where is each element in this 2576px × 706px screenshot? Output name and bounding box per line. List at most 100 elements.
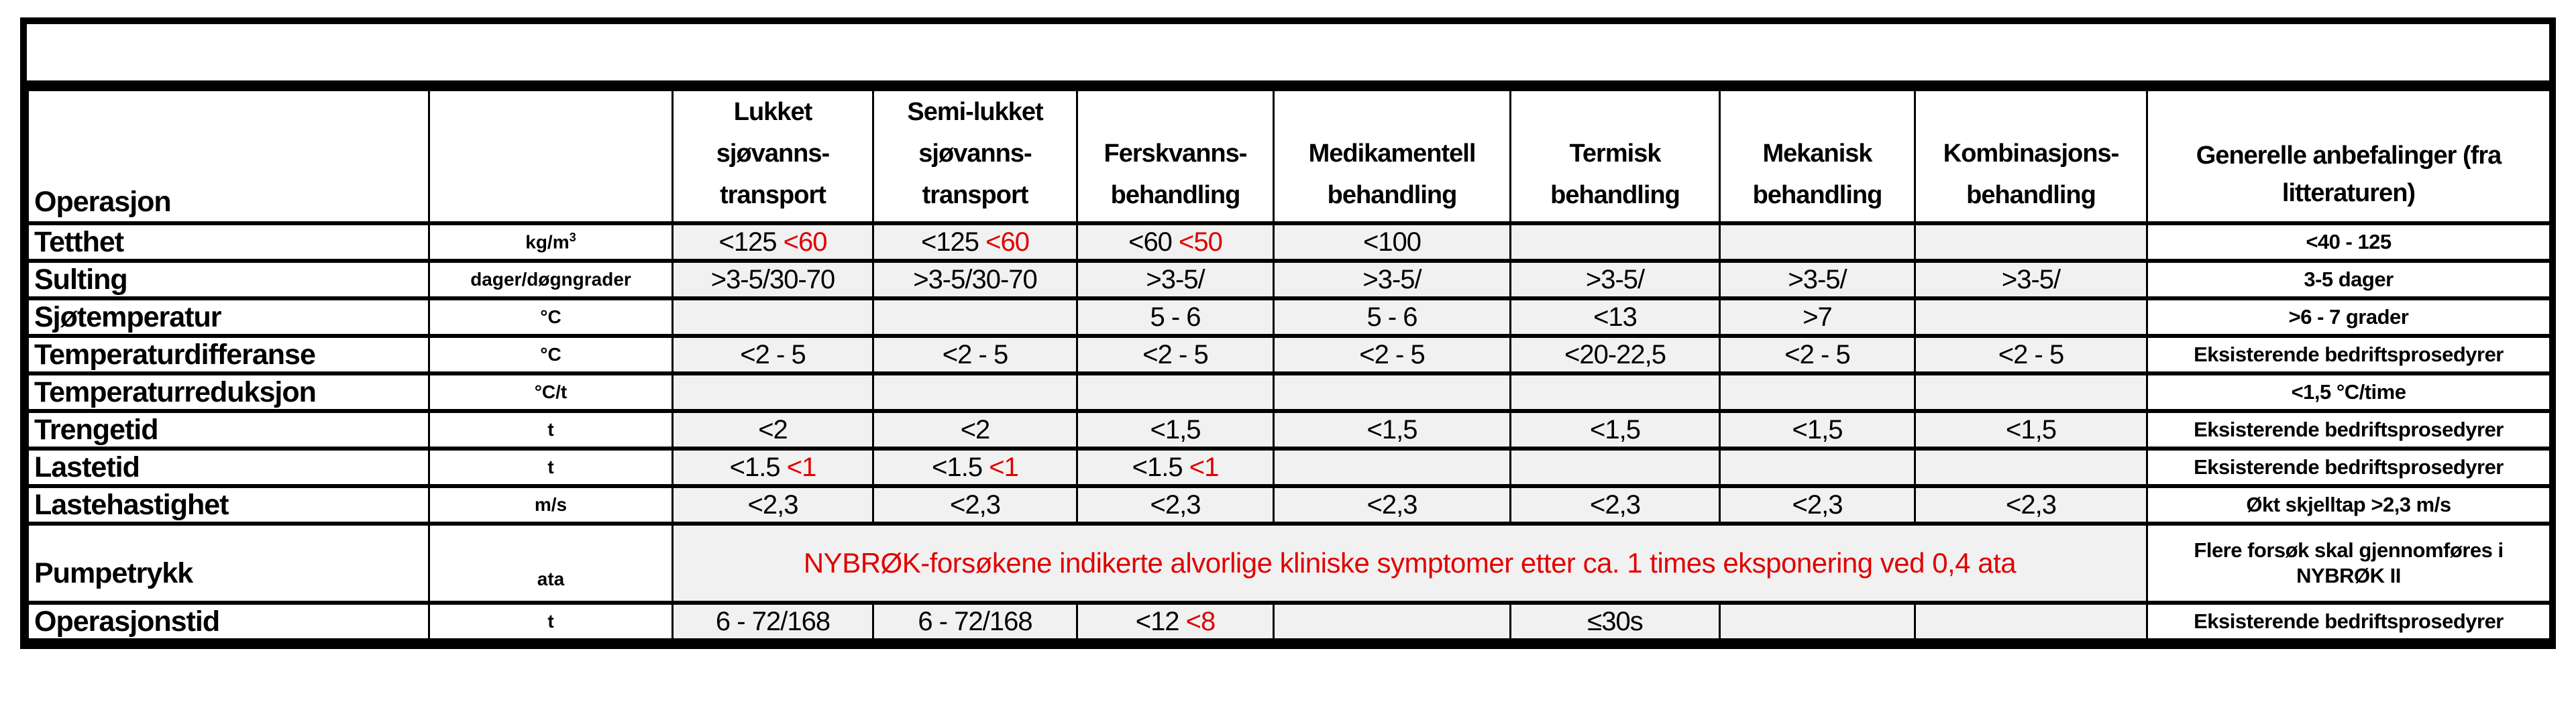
header-row: Operasjon Lukket sjøvanns- transport Sem… [27,87,2551,225]
value-cell: >7 [1719,296,1916,338]
value-cell: >3-5/30-70 [672,259,874,300]
value-text: <2,3 [1590,489,1641,520]
unit-cell: t [428,409,674,451]
value-text: 6 - 72/168 [715,606,830,636]
value-cell [1273,371,1511,413]
general-recommendation-cell: Eksisterende bedriftsprosedyrer [2146,334,2551,375]
value-text: <2,3 [950,489,1001,520]
value-cell: <2,3 [1719,484,1916,526]
value-cell [672,296,874,338]
value-text: >3-5/ [1146,264,1205,294]
general-recommendation-cell: <40 - 125 [2146,221,2551,263]
value-cell: 6 - 72/168 [672,601,874,642]
highlighted-value: <8 [1185,606,1216,636]
general-recommendation-cell: Eksisterende bedriftsprosedyrer [2146,447,2551,488]
table-row: Operasjonstid t 6 - 72/168 6 - 72/168 <12 <8… [27,601,2551,642]
value-text: <1,5 [1150,414,1201,445]
value-text: >3-5/30-70 [710,264,836,294]
value-text: 5 - 6 [1150,302,1201,332]
title-box [27,24,2549,87]
value-text: <2 - 5 [1142,339,1208,369]
table-row: Lastetid t <1.5 <1 <1.5 <1 <1.5 <1 Eksisteren… [27,447,2551,488]
value-text: 5 - 6 [1366,302,1417,332]
value-cell: >3-5/ [1914,259,2148,300]
value-cell: <2 - 5 [872,334,1078,375]
value-text: <2,3 [2006,489,2057,520]
value-cell: <2,3 [672,484,874,526]
value-cell: <60 <50 [1076,221,1275,263]
general-recommendation-cell: Flere forsøk skal gjennomføres i NYBRØK … [2146,522,2551,605]
value-cell: <1,5 [1273,409,1511,451]
column-header-operation: Operasjon [27,87,430,225]
value-cell: >3-5/30-70 [872,259,1078,300]
value-cell: ≤30s [1509,601,1721,642]
general-recommendation-cell: Eksisterende bedriftsprosedyrer [2146,601,2551,642]
unit-cell: m/s [428,484,674,526]
value-cell [1509,221,1721,263]
value-cell [1273,447,1511,488]
value-cell: <2,3 [1273,484,1511,526]
value-text: <1,5 [1792,414,1843,445]
value-cell: >3-5/ [1719,259,1916,300]
general-recommendation-cell: >6 - 7 grader [2146,296,2551,338]
value-text: <1,5 [2006,414,2057,445]
value-cell: <1,5 [1914,409,2148,451]
unit-cell: ata [428,522,674,605]
value-cell [1719,221,1916,263]
column-header-ferskvanns: Ferskvanns- behandling [1076,87,1275,225]
merged-warning-cell: NYBRØK-forsøkene indikerte alvorlige kli… [672,522,2148,605]
value-text: <2,3 [747,489,799,520]
value-cell: <2 - 5 [672,334,874,375]
value-cell: <125 <60 [672,221,874,263]
value-cell: <2 - 5 [1076,334,1275,375]
column-header-medikamentell: Medikamentell behandling [1273,87,1511,225]
table-row: Pumpetrykk ata NYBRØK-forsøkene indikerte … [27,522,2551,605]
value-cell: <2,3 [1509,484,1721,526]
row-label: Lastehastighet [27,484,430,526]
value-text: <1,5 [1590,414,1641,445]
general-recommendation-cell: <1,5 °C/time [2146,371,2551,413]
value-cell: <1.5 <1 [672,447,874,488]
table-row: Trengetid t <2 <2 <1,5 <1,5 <1,5 <1,5 <1,5 Eksist… [27,409,2551,451]
table-row: Temperaturdifferanse °C <2 - 5 <2 - 5 <2 - 5… [27,334,2551,375]
unit-cell: t [428,601,674,642]
value-cell: <125 <60 [872,221,1078,263]
value-text: <2 [758,414,788,445]
value-cell: <20-22,5 [1509,334,1721,375]
value-cell: <1,5 [1719,409,1916,451]
value-text: <13 [1593,302,1638,332]
value-cell [1076,371,1275,413]
row-label: Temperaturdifferanse [27,334,430,375]
value-text: <2 [960,414,991,445]
value-text: <100 [1362,227,1421,257]
row-label: Tetthet [27,221,430,263]
value-text: <12 [1135,606,1186,636]
value-text: >3-5/30-70 [913,264,1038,294]
value-cell [1509,371,1721,413]
row-label: Operasjonstid [27,601,430,642]
value-cell: 5 - 6 [1273,296,1511,338]
value-cell: <2 [872,409,1078,451]
unit-cell: kg/m3 [428,221,674,263]
column-header-lukket: Lukket sjøvanns- transport [672,87,874,225]
highlighted-value: <1 [786,452,817,482]
value-cell: <12 <8 [1076,601,1275,642]
value-text: >7 [1803,302,1833,332]
general-recommendation-cell: Økt skjelltap >2,3 m/s [2146,484,2551,526]
column-header-unit [428,87,674,225]
column-header-semi-lukket: Semi-lukket sjøvanns- transport [872,87,1078,225]
value-cell: >3-5/ [1273,259,1511,300]
table-row: Tetthet kg/m3 <125 <60 <125 <60 <60 <50 <100 <… [27,221,2551,263]
row-label: Sjøtemperatur [27,296,430,338]
value-cell [1914,447,2148,488]
value-cell: <1.5 <1 [1076,447,1275,488]
value-cell: <2,3 [872,484,1078,526]
value-text: >3-5/ [2001,264,2061,294]
value-text: <2 - 5 [1359,339,1425,369]
value-text: ≤30s [1587,606,1643,636]
value-cell [1509,447,1721,488]
value-text: <1.5 [1132,452,1189,482]
value-text: <2 - 5 [1998,339,2064,369]
value-cell [872,371,1078,413]
value-cell: <2,3 [1076,484,1275,526]
